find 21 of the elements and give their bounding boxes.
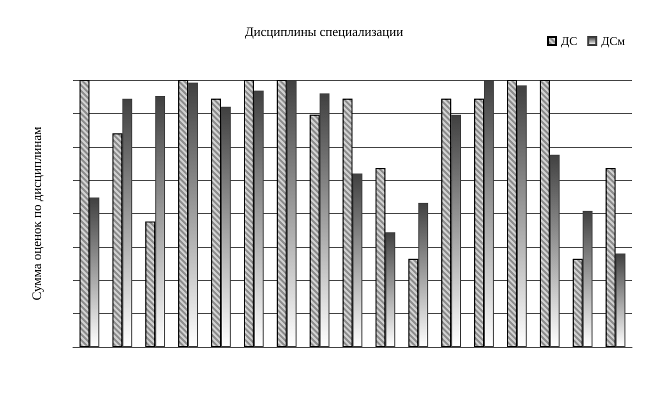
bar: [516, 85, 527, 347]
bar: [550, 154, 560, 347]
chart-title: Дисциплины специализации: [244, 24, 404, 39]
bar: [582, 210, 593, 347]
bar: [484, 80, 494, 347]
bar: [155, 96, 166, 347]
bar: [286, 80, 297, 347]
bar: [451, 114, 462, 347]
bar: [616, 254, 626, 347]
bar: [418, 202, 428, 347]
bar: [220, 106, 231, 347]
legend-label: ДСм: [601, 34, 626, 48]
bar: [352, 173, 362, 347]
bar: [89, 197, 100, 347]
bar: [254, 90, 264, 347]
bar: [188, 82, 198, 347]
bar: [320, 93, 330, 347]
bar: [122, 98, 132, 347]
bar: [385, 232, 396, 347]
legend-label: ДС: [561, 34, 578, 48]
y-axis-title: Сумма оценок по дисциплинам: [29, 126, 44, 300]
